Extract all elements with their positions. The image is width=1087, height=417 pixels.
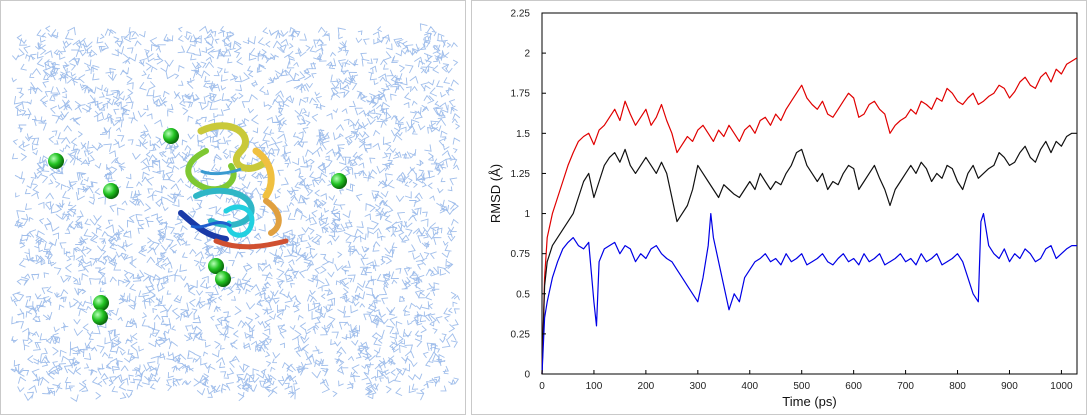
y-tick-label: 1.25 [511,169,531,180]
rmsd-line-chart: 0 0.25 0.5 0.75 1 1.25 1.5 1.75 2 2.25 0 100 200 300… [488,9,1078,409]
series-line-3 [541,213,1077,375]
water-molecules [10,23,461,403]
protein-ribbon [178,122,289,250]
water-texture [10,23,461,403]
y-tick-label: 1 [524,209,530,220]
plot-area-frame [541,12,1078,375]
ion-sphere [215,271,231,287]
x-tick-label: 0 [539,381,545,392]
x-tick-label: 700 [897,381,914,392]
y-tick-label: 0.5 [516,289,530,300]
y-tick-label: 0 [524,370,530,381]
x-tick-label: 100 [586,381,603,392]
y-axis-ticks: 0 0.25 0.5 0.75 1 1.25 1.5 1.75 2 2.25 [511,9,546,381]
x-tick-label: 500 [793,381,810,392]
x-tick-label: 1000 [1050,381,1073,392]
x-tick-label: 200 [638,381,655,392]
y-tick-label: 0.25 [511,329,531,340]
ion-sphere [48,153,64,169]
y-axis-title: RMSD (Å) [488,164,503,223]
y-tick-label: 1.5 [516,129,530,140]
y-tick-label: 2.25 [511,9,531,20]
series-line-2 [541,132,1077,375]
x-axis-title: Time (ps) [782,394,836,409]
molecular-render-panel [0,0,466,415]
series-lines [541,57,1078,375]
ion-sphere [92,309,108,325]
x-tick-label: 800 [949,381,966,392]
y-tick-label: 1.75 [511,89,531,100]
x-axis-ticks: 0 100 200 300 400 500 600 700 800 900 1000 [539,370,1073,392]
ion-sphere [93,295,109,311]
ion-spheres [48,128,347,325]
x-tick-label: 300 [689,381,706,392]
ion-sphere [103,183,119,199]
protein-water-box-image [10,23,461,403]
y-tick-label: 2 [524,49,530,60]
y-tick-label: 0.75 [511,249,531,260]
x-tick-label: 600 [845,381,862,392]
rmsd-chart-panel: 0 0.25 0.5 0.75 1 1.25 1.5 1.75 2 2.25 0 100 200 300… [471,0,1087,415]
ion-sphere [163,128,179,144]
ion-sphere [331,173,347,189]
ion-sphere [208,258,224,274]
x-tick-label: 400 [741,381,758,392]
x-tick-label: 900 [1001,381,1018,392]
series-line-1 [541,57,1078,375]
